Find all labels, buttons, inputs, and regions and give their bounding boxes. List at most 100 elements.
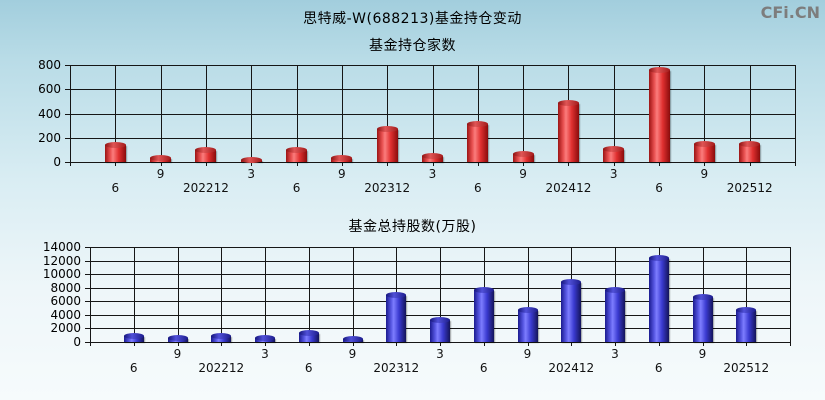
- y-tick-mark: [85, 260, 90, 262]
- bar: [430, 317, 450, 342]
- y-tick-mark: [65, 113, 70, 115]
- x-tick-mark: [205, 162, 207, 166]
- y-tick-mark: [65, 65, 70, 66]
- y-tick-mark: [85, 328, 90, 330]
- y-tick-label: 400: [38, 106, 61, 121]
- x-tick-label: 202212: [183, 181, 229, 195]
- y-tick-mark: [85, 287, 90, 289]
- bar-cap: [557, 100, 579, 107]
- y-tick-label: 4000: [50, 307, 81, 322]
- x-tick-mark: [749, 162, 751, 166]
- bar: [167, 334, 188, 342]
- x-tick-label: 3: [611, 347, 619, 361]
- x-tick-mark: [251, 162, 253, 166]
- bar-cap: [473, 287, 494, 294]
- gridline-x: [160, 65, 162, 162]
- x-tick-mark: [527, 342, 529, 346]
- x-tick-label: 6: [304, 361, 313, 375]
- bar-cap: [736, 307, 757, 314]
- gridline-x: [523, 65, 525, 162]
- x-tick-label: 9: [156, 167, 165, 181]
- x-tick-mark: [658, 342, 660, 346]
- x-tick-mark: [352, 342, 354, 346]
- bar-cap: [255, 334, 275, 341]
- x-tick-label: 3: [428, 167, 437, 181]
- x-tick-label: 3: [436, 347, 444, 361]
- bar-cap: [386, 292, 407, 299]
- x-tick-mark: [568, 162, 570, 166]
- y-tick-mark: [85, 274, 90, 276]
- bar: [736, 307, 757, 342]
- x-tick-label: 9: [700, 167, 709, 181]
- bar-cap: [430, 317, 450, 324]
- x-tick-label: 6: [655, 181, 663, 195]
- y-tick-label: 0: [73, 335, 81, 349]
- gridline-x: [308, 247, 310, 342]
- bar: [104, 142, 126, 162]
- bar: [150, 155, 172, 162]
- bar-cap: [512, 150, 534, 157]
- x-tick-label: 9: [348, 347, 357, 361]
- bar: [603, 145, 625, 162]
- y-tick-mark: [65, 162, 70, 163]
- bar: [331, 155, 353, 162]
- bar: [342, 336, 363, 343]
- gridline-x: [795, 65, 796, 162]
- bar: [467, 121, 489, 162]
- x-tick-label: 3: [609, 167, 618, 181]
- bar: [648, 67, 670, 162]
- bar-cap: [603, 145, 625, 152]
- bar: [422, 152, 443, 162]
- y-tick-mark: [85, 342, 90, 343]
- y-tick-label: 800: [38, 58, 61, 72]
- bar-cap: [298, 329, 319, 336]
- y-tick-label: 12000: [42, 253, 81, 268]
- x-tick-label: 202312: [364, 181, 411, 195]
- x-tick-mark: [615, 342, 616, 346]
- x-tick-label: 202412: [548, 361, 595, 375]
- x-tick-mark: [702, 342, 704, 346]
- y-tick-mark: [85, 314, 90, 316]
- x-tick-label: 6: [111, 181, 120, 195]
- x-tick-label: 202512: [726, 181, 773, 195]
- x-tick-mark: [704, 162, 706, 166]
- bar: [195, 146, 217, 162]
- bar-cap: [376, 126, 398, 133]
- page-title: 思特威-W(688213)基金持仓变动: [303, 11, 522, 27]
- bar-cap: [739, 141, 761, 148]
- x-tick-label: 6: [292, 181, 301, 195]
- y-tick-label: 10000: [42, 267, 81, 282]
- gridline-x: [296, 65, 298, 162]
- bar: [473, 287, 494, 342]
- gridline-x: [613, 65, 615, 162]
- gridline-x: [440, 247, 441, 342]
- gridline-x: [352, 247, 354, 342]
- bar: [211, 332, 232, 342]
- bar: [240, 157, 262, 164]
- gridline-x: [704, 65, 706, 162]
- gridline-x: [177, 247, 179, 342]
- x-tick-mark: [296, 162, 298, 166]
- bar: [298, 329, 319, 342]
- y-tick-mark: [85, 301, 90, 303]
- x-tick-mark: [432, 162, 434, 166]
- gridline-x: [265, 247, 266, 342]
- fund-holder-count-title: 基金持仓家数: [369, 38, 456, 54]
- y-tick-mark: [65, 89, 70, 91]
- gridline-x: [749, 65, 751, 162]
- y-tick-mark: [85, 247, 90, 248]
- bar: [286, 147, 308, 162]
- bar: [693, 141, 715, 162]
- gridline-x: [387, 65, 389, 162]
- x-tick-mark: [477, 162, 479, 166]
- y-tick-label: 600: [38, 82, 61, 97]
- x-tick-mark: [440, 342, 441, 346]
- bar-cap: [167, 334, 188, 341]
- bar: [557, 100, 579, 162]
- bar-cap: [331, 155, 353, 162]
- gridline-x: [115, 65, 117, 162]
- y-tick-label: 6000: [50, 294, 81, 309]
- x-tick-label: 202212: [198, 361, 245, 375]
